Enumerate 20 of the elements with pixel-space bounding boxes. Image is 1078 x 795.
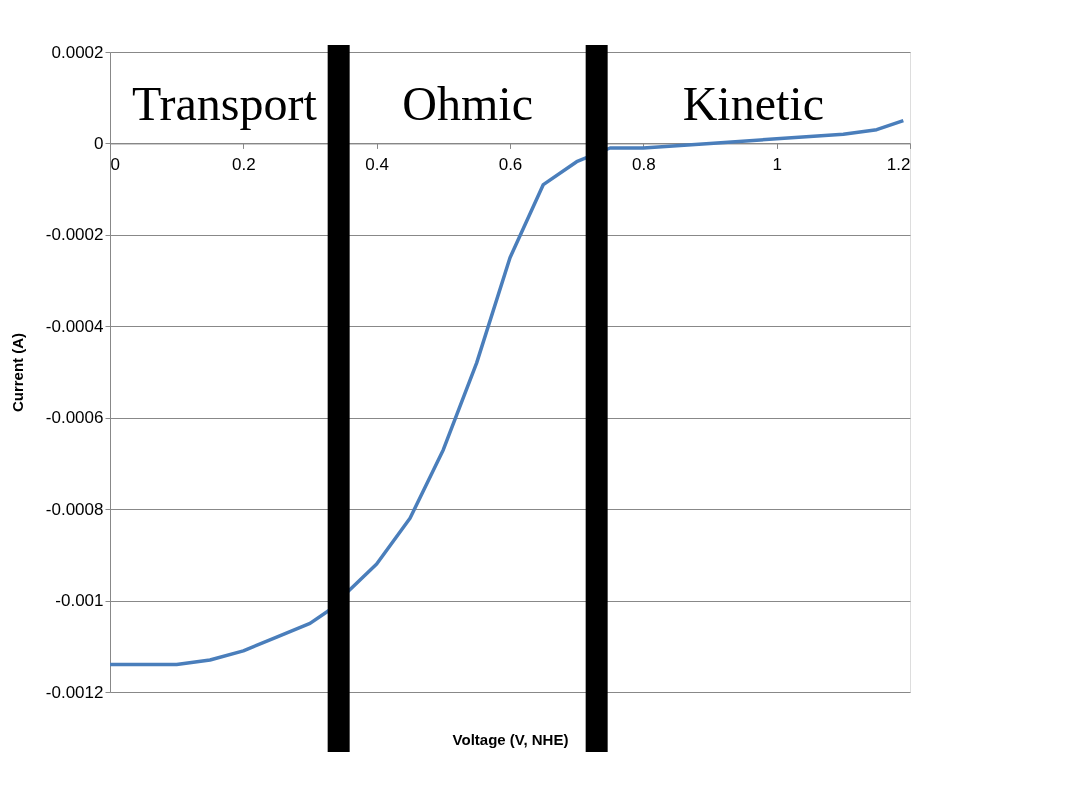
y-tick-label: -0.0004 [45,316,104,336]
x-tick-label: 1.2 [886,154,911,174]
x-axis-title: Voltage (V, NHE) [452,730,569,748]
annotation: Kinetic [682,77,824,131]
y-axis-title: Current (A) [8,332,26,413]
y-tick-label: -0.0008 [45,499,104,519]
y-tick-label: -0.001 [55,591,104,611]
y-tick-label: -0.0012 [45,682,104,702]
annotation: Ohmic [402,77,533,131]
x-tick-label: 0 [110,154,120,174]
x-tick-label: 0.8 [632,154,656,174]
x-tick-label: 1 [772,154,782,174]
x-tick-label: 0.4 [365,154,389,174]
y-tick-label: 0 [94,133,104,153]
x-tick-label: 0.2 [232,154,256,174]
y-tick-label: -0.0006 [45,408,104,428]
x-tick-label: 0.6 [498,154,523,174]
y-tick-label: 0.0002 [51,42,104,62]
annotation: Transport [131,77,318,131]
y-tick-label: -0.0002 [45,225,104,245]
